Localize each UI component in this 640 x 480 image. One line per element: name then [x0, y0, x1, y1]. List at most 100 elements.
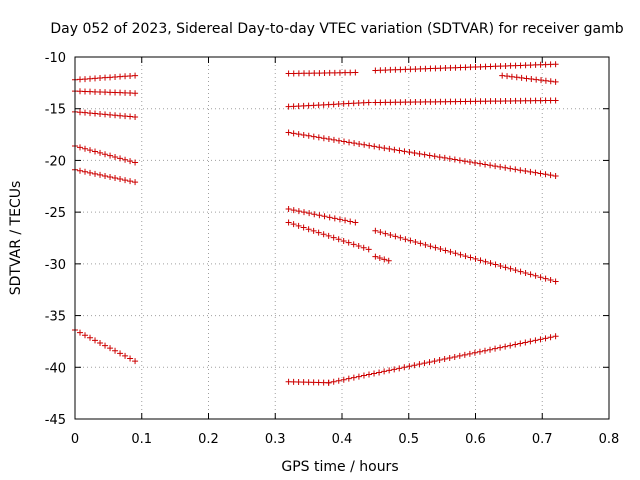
data-point [532, 61, 539, 68]
data-point [310, 379, 317, 386]
data-point [477, 160, 484, 167]
data-point [355, 243, 362, 250]
data-point [347, 69, 354, 76]
data-point [345, 239, 352, 246]
data-point [477, 257, 484, 264]
data-point [122, 156, 129, 163]
data-point [305, 226, 312, 233]
data-point [497, 163, 504, 170]
data-point [518, 74, 525, 81]
data-point [487, 63, 494, 70]
data-point [402, 99, 409, 106]
data-point [487, 260, 494, 267]
data-point [457, 251, 464, 258]
data-point [82, 88, 89, 95]
data-point [517, 167, 524, 174]
data-point [508, 73, 515, 80]
data-point [320, 231, 327, 238]
data-point [522, 168, 529, 175]
data-point [382, 67, 389, 74]
data-point [442, 98, 449, 105]
data-point [397, 99, 404, 106]
data-point [416, 361, 423, 368]
series-trace-9 [499, 72, 559, 85]
data-point [117, 176, 124, 183]
data-point [300, 131, 307, 138]
data-point [416, 150, 423, 157]
data-point [376, 144, 383, 151]
data-point [382, 230, 389, 237]
data-point [482, 98, 489, 105]
data-point [381, 368, 388, 375]
data-point [481, 347, 488, 354]
data-point [542, 275, 549, 282]
data-point [371, 143, 378, 150]
data-point [502, 343, 509, 350]
data-point [466, 159, 473, 166]
data-point [532, 272, 539, 279]
data-point [456, 157, 463, 164]
data-point [396, 365, 403, 372]
data-point [342, 217, 349, 224]
data-point [127, 178, 134, 185]
data-point [512, 267, 519, 274]
data-point [552, 278, 559, 285]
data-point [92, 75, 99, 82]
data-point [537, 97, 544, 104]
data-point [87, 75, 94, 82]
data-point [421, 360, 428, 367]
data-point [512, 97, 519, 104]
data-point [552, 333, 559, 340]
data-point [127, 113, 134, 120]
data-point [331, 215, 338, 222]
data-point [497, 344, 504, 351]
data-point [285, 206, 292, 213]
data-point [381, 256, 388, 263]
y-tick-label: -40 [45, 361, 66, 376]
series-trace-2 [72, 88, 139, 97]
data-point [77, 109, 84, 116]
data-point [472, 98, 479, 105]
data-point [392, 99, 399, 106]
data-point [320, 135, 327, 142]
data-point [345, 100, 352, 107]
data-point [436, 154, 443, 161]
data-point [447, 98, 454, 105]
data-point [355, 373, 362, 380]
data-point [92, 337, 99, 344]
data-point [295, 131, 302, 138]
gridlines [75, 57, 609, 419]
data-point [360, 372, 367, 379]
data-point [426, 152, 433, 159]
y-tick-label: -20 [45, 154, 66, 169]
data-point [502, 164, 509, 171]
data-point [107, 74, 114, 81]
data-point [422, 98, 429, 105]
data-point [112, 175, 119, 182]
data-point [92, 110, 99, 117]
data-point [87, 88, 94, 95]
data-point [326, 214, 333, 221]
y-tick-label: -25 [45, 206, 66, 221]
data-point [542, 335, 549, 342]
data-point [482, 63, 489, 70]
data-point [376, 369, 383, 376]
data-point [325, 101, 332, 108]
data-point [361, 141, 368, 148]
data-point [107, 345, 114, 352]
data-point [547, 78, 554, 85]
data-point [517, 340, 524, 347]
data-point [532, 97, 539, 104]
data-point [320, 379, 327, 386]
data-point [502, 62, 509, 69]
data-point [102, 172, 109, 179]
data-point [87, 110, 94, 117]
data-point [315, 229, 322, 236]
data-point [92, 170, 99, 177]
data-point [512, 62, 519, 69]
data-point [461, 158, 468, 165]
data-point [92, 148, 99, 155]
data-point [431, 358, 438, 365]
data-point [401, 364, 408, 371]
data-point [522, 339, 529, 346]
